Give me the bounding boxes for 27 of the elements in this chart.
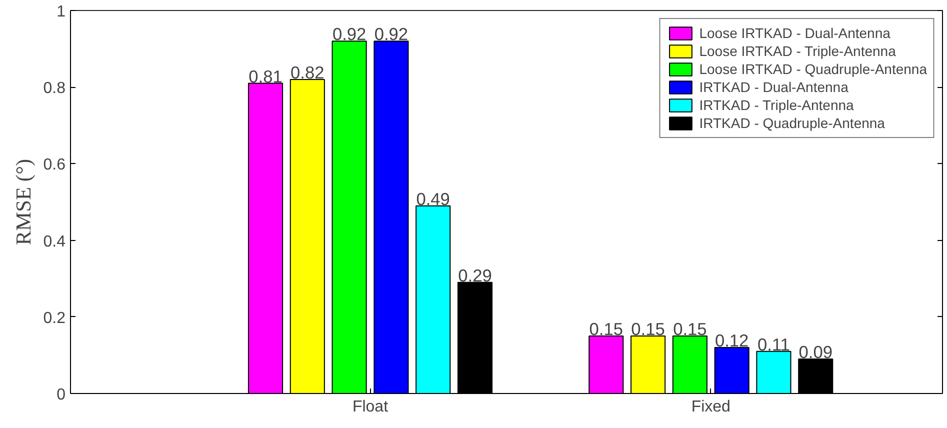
data-label: 0.29 bbox=[458, 265, 492, 286]
y-tick-label: 0.6 bbox=[43, 156, 66, 174]
data-label: 0.49 bbox=[416, 188, 450, 209]
data-label: 0.09 bbox=[798, 342, 832, 362]
y-tick-label: 0.2 bbox=[43, 310, 66, 327]
legend-label: IRTKAD - Dual-Antenna bbox=[699, 79, 848, 95]
data-label: 0.81 bbox=[248, 66, 282, 86]
data-label: 0.11 bbox=[758, 334, 790, 354]
legend-label: IRTKAD - Triple-Antenna bbox=[699, 97, 854, 113]
x-tick-label: Fixed bbox=[691, 398, 730, 416]
y-tick-label: 1 bbox=[56, 4, 66, 20]
data-label: 0.82 bbox=[290, 62, 324, 82]
data-label: 0.15 bbox=[673, 319, 707, 340]
data-label: 0.15 bbox=[631, 319, 665, 340]
data-label: 0.15 bbox=[589, 319, 624, 340]
y-tick-label: 0.4 bbox=[43, 233, 66, 250]
y-tick-label: 0.8 bbox=[43, 80, 66, 98]
legend-label: Loose IRTKAD - Quadruple-Antenna bbox=[699, 61, 927, 77]
data-label: 0.92 bbox=[332, 24, 366, 44]
data-label: 0.12 bbox=[714, 330, 749, 351]
x-tick-label: Float bbox=[352, 398, 389, 416]
legend-label: Loose IRTKAD - Dual-Antenna bbox=[699, 25, 890, 41]
data-label: 0.92 bbox=[374, 24, 408, 44]
y-tick-label: 0 bbox=[56, 386, 66, 404]
y-axis-title: RMSE (°) bbox=[11, 158, 36, 246]
legend-label: Loose IRTKAD - Triple-Antenna bbox=[699, 43, 896, 59]
legend-label: IRTKAD - Quadruple-Antenna bbox=[699, 115, 885, 131]
